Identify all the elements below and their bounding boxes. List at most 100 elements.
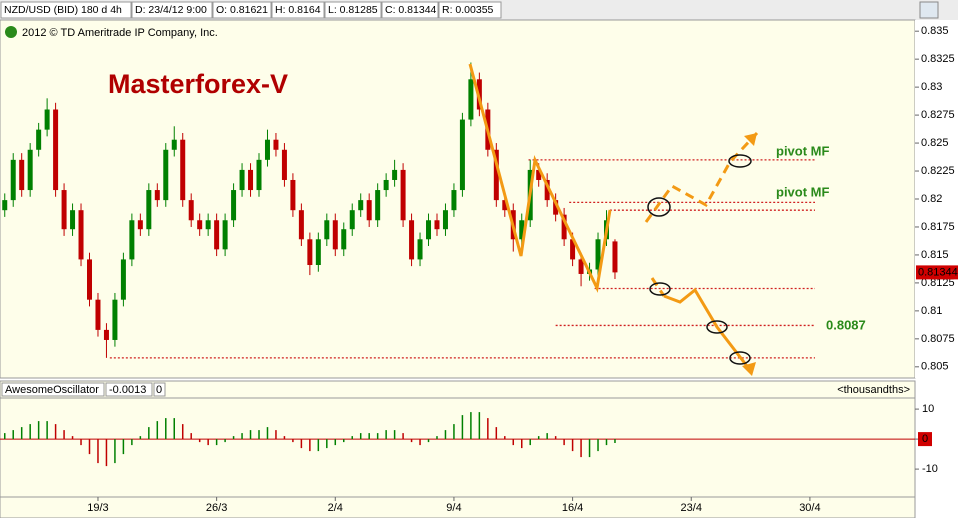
bar-date: D: 23/4/12 9:00: [135, 4, 207, 16]
osc-value-box: [105, 382, 153, 397]
bar-high: H: 0.8164: [275, 4, 321, 16]
candle-body: [146, 190, 152, 230]
candle-body: [451, 190, 457, 211]
candle-body: [358, 200, 364, 211]
candle-body: [290, 179, 296, 211]
bar-low: L: 0.81285: [328, 4, 378, 16]
header-field: [0, 1, 132, 19]
oscillator-pane: [0, 397, 916, 498]
candle-body: [112, 299, 118, 340]
candle-body: [612, 241, 618, 273]
copyright: 2012 © TD Ameritrade IP Company, Inc.: [22, 27, 218, 39]
candle-body: [366, 200, 372, 221]
symbol: NZD/USD (BID) 180 d 4h: [4, 4, 122, 16]
candle-body: [222, 220, 228, 250]
last-price-box: [916, 265, 958, 280]
x-tick-label: 30/4: [799, 502, 820, 514]
candle-body: [544, 179, 550, 201]
candle-body: [417, 239, 423, 260]
y-tick-label: 0.8125: [921, 277, 955, 289]
osc-unit: <thousandths>: [837, 384, 910, 396]
candle-body: [434, 220, 440, 230]
candle-body: [171, 139, 177, 150]
candle-body: [519, 220, 525, 240]
candle-body: [349, 210, 355, 230]
target-mark: [706, 320, 728, 334]
candle-body: [10, 159, 16, 201]
candle-body: [502, 200, 508, 211]
candle-body: [2, 200, 8, 211]
candle-body: [61, 190, 67, 230]
candle-body: [103, 329, 109, 340]
annotation: pivot MF: [776, 143, 829, 158]
header-field: [438, 1, 502, 19]
candle-body: [163, 149, 169, 201]
y-tick-label: 0.825: [921, 137, 949, 149]
candle-body: [137, 220, 143, 230]
candle-body: [298, 210, 304, 240]
candle-body: [468, 79, 474, 120]
y-tick-label: 0.835: [921, 25, 949, 37]
candle-body: [239, 169, 245, 191]
candle-body: [264, 139, 270, 160]
candle-body: [231, 190, 237, 221]
candle-body: [307, 239, 313, 266]
header-field: [212, 1, 272, 19]
osc-marker-box: [153, 382, 166, 397]
candle-body: [86, 259, 92, 300]
chart-title: Masterforex-V: [108, 69, 288, 99]
info-icon[interactable]: [5, 26, 17, 38]
candle-body: [442, 210, 448, 230]
y-tick-label: 0.8075: [921, 333, 955, 345]
candle-body: [553, 200, 559, 215]
x-tick-label: 23/4: [681, 502, 702, 514]
y-tick-label: 0.8225: [921, 165, 955, 177]
candle-body: [315, 239, 321, 266]
annotation: 0.8087: [826, 317, 866, 332]
candle-body: [459, 119, 465, 191]
target-mark: [649, 282, 671, 296]
candle-body: [180, 139, 186, 201]
candle-body: [19, 159, 25, 191]
candle-body: [53, 109, 59, 191]
candle-body: [70, 210, 76, 230]
header-field: [381, 1, 439, 19]
header-field: [324, 1, 382, 19]
bull-scenario: [644, 131, 759, 223]
window-button[interactable]: [919, 1, 939, 19]
annotation: pivot MF: [776, 184, 829, 199]
candle-body: [214, 220, 220, 250]
y-tick-label: 0.82: [921, 193, 942, 205]
candle-body: [536, 169, 542, 180]
candle-body: [120, 259, 126, 300]
last-price-label: 0.81344: [918, 266, 958, 278]
price-axis: [915, 20, 958, 378]
x-tick-label: 26/3: [206, 502, 227, 514]
candle-body: [426, 220, 432, 240]
candle-body: [383, 179, 389, 191]
osc-marker: 0: [156, 384, 162, 396]
y-tick-label: 0.81: [921, 305, 942, 317]
bar-close: C: 0.81344: [385, 4, 437, 16]
candle-body: [154, 190, 160, 201]
arrow-head: [744, 133, 757, 146]
candle-body: [578, 259, 584, 274]
candle-body: [95, 299, 101, 330]
candle-body: [273, 139, 279, 150]
candle-body: [36, 129, 42, 150]
header-field: [271, 1, 325, 19]
x-tick-label: 16/4: [562, 502, 583, 514]
osc-name-box: [1, 382, 105, 397]
candle-body: [341, 229, 347, 250]
zero-box: [918, 432, 932, 447]
candle-body: [129, 220, 135, 260]
bar-range: R: 0.00355: [442, 4, 494, 16]
y-tick-label: 0.8325: [921, 53, 955, 65]
candle-body: [205, 220, 211, 230]
candle-body: [409, 220, 415, 260]
candle-body: [493, 149, 499, 201]
candle-body: [27, 149, 33, 191]
candle-body: [400, 169, 406, 221]
price-pane: [0, 19, 916, 379]
